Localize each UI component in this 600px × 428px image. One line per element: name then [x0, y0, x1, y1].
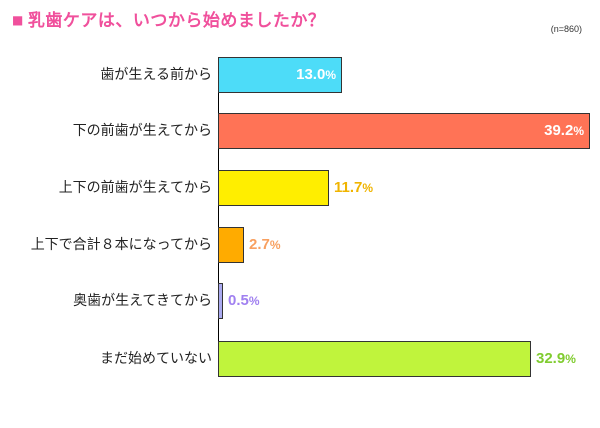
- bar: [218, 227, 244, 263]
- bar-row: 歯が生える前から 13.0%: [0, 57, 600, 93]
- bar: [218, 170, 329, 206]
- bar: [218, 57, 342, 93]
- bar-row: 上下で合計８本になってから 2.7%: [0, 227, 600, 263]
- y-axis-line: [218, 57, 219, 377]
- sample-size: (n=860): [550, 24, 582, 34]
- value-label: 11.7%: [334, 179, 374, 196]
- value-label: 2.7%: [249, 236, 281, 253]
- category-label: 奥歯が生えてきてから: [73, 293, 212, 309]
- bar-row: 奥歯が生えてきてから 0.5%: [0, 283, 600, 319]
- bar-row: 下の前歯が生えてから 39.2%: [0, 113, 600, 149]
- value-label: 13.0%: [296, 66, 336, 83]
- bar: [218, 113, 590, 149]
- bar: [218, 283, 223, 319]
- title-square-icon: ■: [12, 13, 24, 27]
- category-label: まだ始めていない: [100, 351, 212, 367]
- bar-row: まだ始めていない 32.9%: [0, 341, 600, 377]
- value-label: 32.9%: [536, 350, 576, 367]
- value-label: 39.2%: [544, 122, 584, 139]
- chart-title: ■ 乳歯ケアは、いつから始めましたか？: [12, 6, 325, 31]
- category-label: 上下で合計８本になってから: [30, 237, 212, 253]
- category-label: 歯が生える前から: [100, 67, 212, 83]
- bar-row: 上下の前歯が生えてから 11.7%: [0, 170, 600, 206]
- category-label: 下の前歯が生えてから: [72, 123, 212, 139]
- bar: [218, 341, 531, 377]
- title-text: 乳歯ケアは、いつから始めましたか？: [27, 11, 326, 31]
- category-label: 上下の前歯が生えてから: [58, 180, 212, 196]
- value-label: 0.5%: [228, 292, 260, 309]
